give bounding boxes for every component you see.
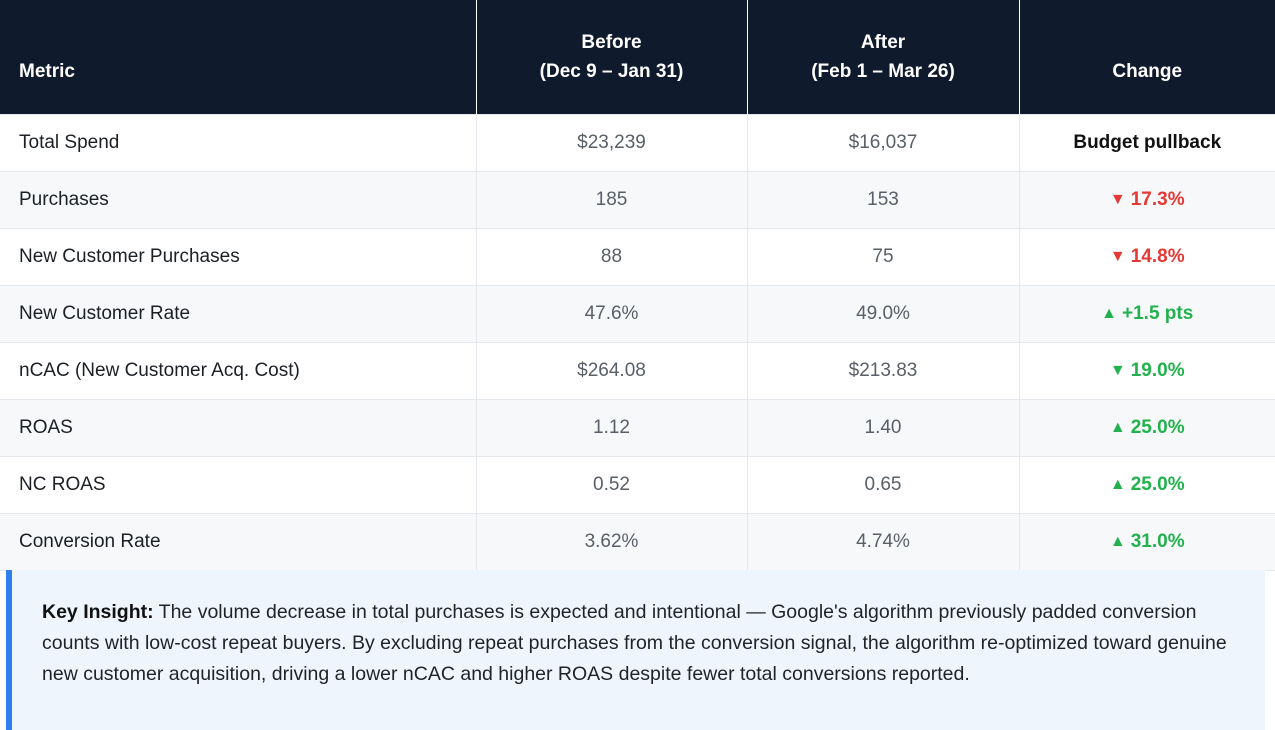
change-cell: ▼ 14.8% [1018,228,1275,286]
change-cell: ▲ 25.0% [1018,399,1275,457]
metric-cell: ROAS [0,399,476,457]
table-row: nCAC (New Customer Acq. Cost) $264.08 $2… [0,342,1275,400]
before-cell: $23,239 [475,114,747,172]
before-header-range: (Dec 9 – Jan 31) [539,61,684,82]
before-cell: 88 [475,228,747,286]
metric-cell: Conversion Rate [0,513,476,571]
after-cell: 153 [746,171,1019,229]
down-arrow-icon: ▼ [1109,191,1126,208]
change-value: 19.0% [1130,360,1185,381]
before-cell: $264.08 [475,342,747,400]
before-column-header: Before (Dec 9 – Jan 31) [475,0,747,115]
up-arrow-icon: ▲ [1101,305,1118,322]
change-value: 25.0% [1130,474,1185,495]
change-value: +1.5 pts [1122,303,1194,324]
after-header-range: (Feb 1 – Mar 26) [811,61,955,82]
before-cell: 1.12 [475,399,747,457]
table-header-row: Metric Before (Dec 9 – Jan 31) After (Fe… [0,0,1275,115]
up-arrow-icon: ▲ [1109,419,1126,436]
change-cell: ▼ 17.3% [1018,171,1275,229]
table-row: New Customer Rate 47.6% 49.0% ▲ +1.5 pts [0,285,1275,343]
table-row: New Customer Purchases 88 75 ▼ 14.8% [0,228,1275,286]
change-cell: Budget pullback [1018,114,1275,172]
change-cell: ▲ 31.0% [1018,513,1275,571]
up-arrow-icon: ▲ [1109,476,1126,493]
key-insight-callout: Key Insight: The volume decrease in tota… [6,570,1265,730]
metric-cell: New Customer Purchases [0,228,476,286]
metric-cell: New Customer Rate [0,285,476,343]
after-cell: $16,037 [746,114,1019,172]
change-column-header: Change [1018,0,1275,115]
before-cell: 47.6% [475,285,747,343]
metric-cell: Purchases [0,171,476,229]
after-cell: 4.74% [746,513,1019,571]
metric-cell: nCAC (New Customer Acq. Cost) [0,342,476,400]
table-row: ROAS 1.12 1.40 ▲ 25.0% [0,399,1275,457]
before-cell: 0.52 [475,456,747,514]
table-row: NC ROAS 0.52 0.65 ▲ 25.0% [0,456,1275,514]
change-cell: ▼ 19.0% [1018,342,1275,400]
table-row: Purchases 185 153 ▼ 17.3% [0,171,1275,229]
after-cell: $213.83 [746,342,1019,400]
before-header-title: Before [581,32,642,53]
insight-label: Key Insight: [42,601,154,623]
after-cell: 75 [746,228,1019,286]
table-row: Conversion Rate 3.62% 4.74% ▲ 31.0% [0,513,1275,571]
down-arrow-icon: ▼ [1109,362,1126,379]
metric-cell: NC ROAS [0,456,476,514]
change-cell: ▲ 25.0% [1018,456,1275,514]
after-column-header: After (Feb 1 – Mar 26) [746,0,1019,115]
metric-cell: Total Spend [0,114,476,172]
change-cell: ▲ +1.5 pts [1018,285,1275,343]
change-value: 17.3% [1130,189,1185,210]
down-arrow-icon: ▼ [1109,248,1126,265]
up-arrow-icon: ▲ [1109,533,1126,550]
after-cell: 1.40 [746,399,1019,457]
after-cell: 0.65 [746,456,1019,514]
metric-column-header: Metric [0,0,476,115]
insight-text: The volume decrease in total purchases i… [42,601,1227,685]
table-row: Total Spend $23,239 $16,037 Budget pullb… [0,114,1275,172]
change-value: 25.0% [1130,417,1185,438]
before-cell: 185 [475,171,747,229]
after-header-title: After [860,32,906,53]
change-value: 14.8% [1130,246,1185,267]
before-cell: 3.62% [475,513,747,571]
change-value: Budget pullback [1073,132,1222,153]
after-cell: 49.0% [746,285,1019,343]
metrics-comparison-table: Metric Before (Dec 9 – Jan 31) After (Fe… [0,0,1275,571]
change-value: 31.0% [1130,531,1185,552]
